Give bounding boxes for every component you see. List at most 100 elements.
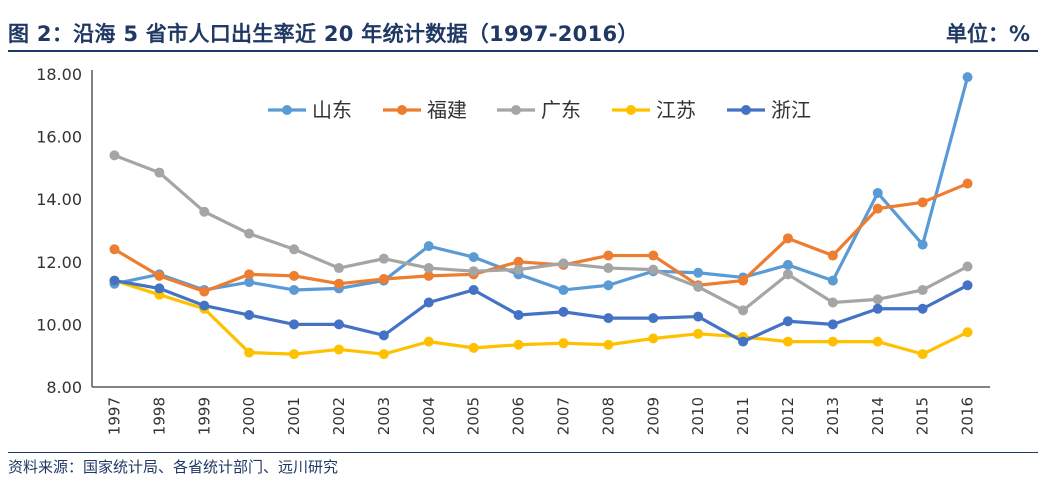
data-point xyxy=(423,297,434,308)
data-point xyxy=(289,244,300,255)
series-3 xyxy=(109,150,973,316)
data-point xyxy=(109,150,120,161)
y-tick-label: 10.00 xyxy=(36,315,82,334)
data-point xyxy=(513,310,524,321)
legend-label: 江苏 xyxy=(656,98,696,122)
chart-series xyxy=(109,72,973,360)
data-point xyxy=(917,303,928,314)
data-point xyxy=(648,250,659,261)
data-point xyxy=(154,283,165,294)
data-point xyxy=(962,327,973,338)
data-point xyxy=(154,167,165,178)
data-point xyxy=(289,319,300,330)
data-point xyxy=(917,197,928,208)
data-point xyxy=(199,286,210,297)
data-point xyxy=(827,336,838,347)
data-point xyxy=(738,305,749,316)
series-2 xyxy=(109,178,973,297)
y-tick-label: 18.00 xyxy=(36,65,82,84)
data-point xyxy=(333,278,344,289)
data-point xyxy=(558,306,569,317)
chart-axes: 8.00 10.00 12.00 14.00 16.00 18.00 1997 1998 199… xyxy=(36,65,990,435)
series-4 xyxy=(109,275,973,360)
x-tick-label: 2010 xyxy=(689,397,707,435)
x-tick-label: 2000 xyxy=(240,397,258,435)
unit-label: 单位：% xyxy=(945,22,1030,46)
x-tick-label: 2015 xyxy=(914,397,932,435)
footer-rule xyxy=(8,452,1038,453)
chart-legend: 山东 福建 广东 江苏 浙江 xyxy=(268,98,811,122)
data-point xyxy=(782,233,793,244)
y-tick-label: 14.00 xyxy=(36,190,82,209)
data-point xyxy=(468,284,479,295)
data-point xyxy=(468,342,479,353)
x-tick-label: 2008 xyxy=(599,397,617,435)
data-point xyxy=(423,336,434,347)
data-point xyxy=(648,313,659,324)
data-point xyxy=(468,252,479,263)
header-rule xyxy=(8,50,1038,52)
line-chart: 8.00 10.00 12.00 14.00 16.00 18.00 1997 1998 199… xyxy=(36,65,990,435)
data-point xyxy=(513,339,524,350)
data-point xyxy=(693,311,704,322)
data-point xyxy=(872,336,883,347)
legend-item: 广东 xyxy=(497,98,581,122)
data-point xyxy=(244,269,255,280)
source-note: 资料来源：国家统计局、各省统计部门、远川研究 xyxy=(8,458,339,476)
data-point xyxy=(693,328,704,339)
data-point xyxy=(558,258,569,269)
legend-label: 浙江 xyxy=(771,98,811,122)
legend-label: 广东 xyxy=(541,98,581,122)
x-tick-label: 2002 xyxy=(330,397,348,435)
data-point xyxy=(827,275,838,286)
data-point xyxy=(513,256,524,267)
data-point xyxy=(782,259,793,270)
x-tick-label: 2012 xyxy=(779,397,797,435)
data-point xyxy=(827,319,838,330)
x-tick-label: 2009 xyxy=(644,397,662,435)
data-point xyxy=(648,333,659,344)
data-point xyxy=(154,270,165,281)
data-point xyxy=(244,277,255,288)
y-tick-label: 12.00 xyxy=(36,253,82,272)
data-point xyxy=(738,275,749,286)
legend-swatch-marker xyxy=(741,105,751,115)
x-tick-label: 2016 xyxy=(959,397,977,435)
data-point xyxy=(603,263,614,274)
series-line xyxy=(113,279,969,356)
data-point xyxy=(782,269,793,280)
data-point xyxy=(378,253,389,264)
data-point xyxy=(917,284,928,295)
series-5 xyxy=(109,275,973,347)
data-point xyxy=(423,263,434,274)
y-tick-label: 16.00 xyxy=(36,128,82,147)
x-tick-label: 2001 xyxy=(285,397,303,435)
series-line xyxy=(114,76,970,292)
figure-title: 图 2：沿海 5 省市人口出生率近 20 年统计数据（1997-2016） xyxy=(8,22,639,46)
series-line xyxy=(113,153,969,312)
data-point xyxy=(423,270,434,281)
figure-header: 图 2：沿海 5 省市人口出生率近 20 年统计数据（1997-2016） 单位… xyxy=(0,0,1052,52)
data-point xyxy=(333,263,344,274)
data-point xyxy=(558,284,569,295)
data-point xyxy=(333,319,344,330)
data-point xyxy=(962,72,973,83)
data-point xyxy=(738,336,749,347)
data-point xyxy=(827,250,838,261)
data-point xyxy=(244,228,255,239)
data-point xyxy=(199,300,210,311)
data-point xyxy=(244,347,255,358)
legend-item: 山东 xyxy=(268,98,352,122)
x-tick-label: 1998 xyxy=(150,397,168,435)
x-tick-label: 2007 xyxy=(554,397,572,435)
data-point xyxy=(827,297,838,308)
data-point xyxy=(109,244,120,255)
data-point xyxy=(648,264,659,275)
data-point xyxy=(872,187,883,198)
data-point xyxy=(513,264,524,275)
series-line xyxy=(113,182,969,294)
legend-swatch-marker xyxy=(511,105,521,115)
data-point xyxy=(378,330,389,341)
data-point xyxy=(378,349,389,360)
x-tick-label: 2011 xyxy=(734,397,752,435)
